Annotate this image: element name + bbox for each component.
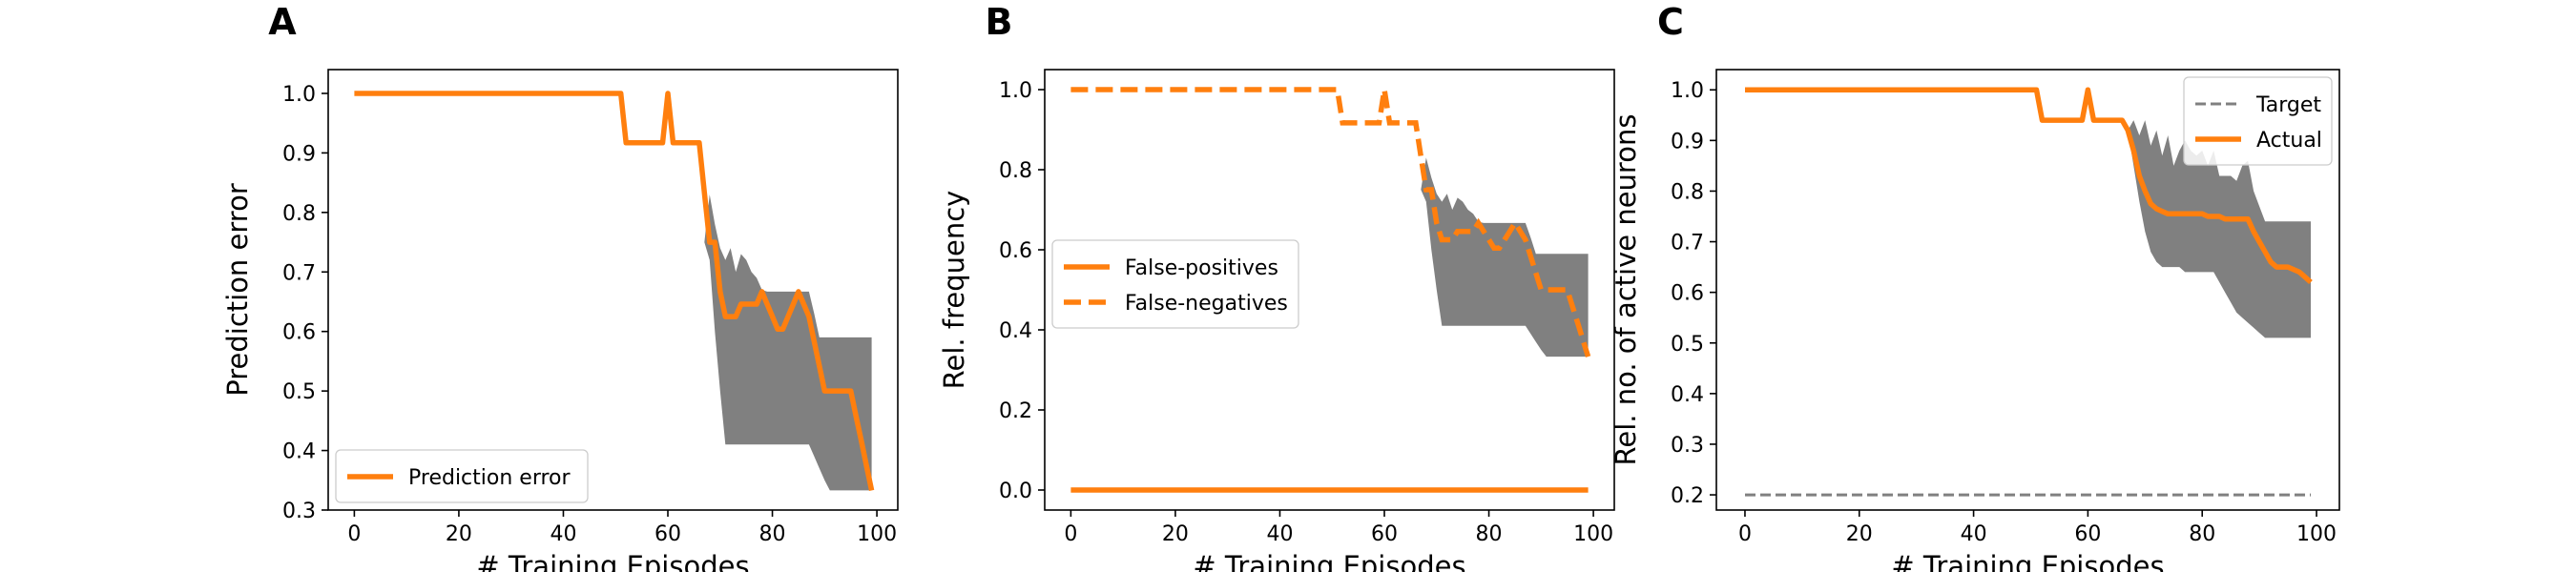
y-tick-label: 0.2 <box>999 399 1032 423</box>
legend-entry-label: Prediction error <box>408 466 571 490</box>
uncertainty-band <box>2128 120 2311 338</box>
x-tick-label: 80 <box>2189 522 2215 546</box>
series-line-prediction-error <box>354 91 875 491</box>
panel-label: A <box>268 1 297 43</box>
y-tick-label: 0.7 <box>1671 232 1704 255</box>
y-tick-label: 0.5 <box>282 380 316 404</box>
x-tick-label: 80 <box>759 522 786 546</box>
y-tick-label: 0.8 <box>1671 180 1704 204</box>
y-tick-label: 0.5 <box>1671 333 1704 357</box>
y-tick-label: 0.8 <box>999 159 1032 183</box>
y-tick-label: 0.4 <box>282 440 316 464</box>
x-tick-label: 0 <box>347 522 361 546</box>
panel-label: B <box>986 1 1013 43</box>
legend-entry-label: Actual <box>2256 129 2322 153</box>
y-axis-label: Prediction error <box>221 183 254 397</box>
y-tick-label: 0.8 <box>282 202 316 226</box>
uncertainty-band <box>1421 157 1589 358</box>
y-tick-label: 0.6 <box>999 239 1032 263</box>
y-tick-label: 0.3 <box>1671 434 1704 458</box>
y-axis-label: Rel. frequency <box>938 191 970 390</box>
x-tick-label: 20 <box>1162 522 1189 546</box>
y-tick-label: 0.4 <box>999 319 1032 343</box>
series-line-false-negatives <box>1070 87 1591 358</box>
x-axis-label: # Training Episodes <box>1193 550 1465 572</box>
chart-panel-c: C 0 20 40 60 80 100 0.2 0.3 0.4 0.5 0.6 0.7 0.8 0.9 1.0… <box>1610 1 2340 572</box>
x-tick-label: 80 <box>1476 522 1503 546</box>
y-tick-label: 0.7 <box>282 261 316 285</box>
axes-frame <box>1044 69 1615 511</box>
x-tick-label: 60 <box>654 522 681 546</box>
y-tick-label: 0.2 <box>1671 484 1704 508</box>
legend-entry-label: False-positives <box>1125 256 1278 280</box>
legend-entry-label: Target <box>2255 93 2321 117</box>
legend: Prediction error <box>335 449 589 503</box>
series-line-actual <box>1745 87 2313 285</box>
x-tick-label: 100 <box>857 522 897 546</box>
axes-frame <box>327 69 899 511</box>
x-tick-label: 20 <box>446 522 472 546</box>
legend-box <box>335 449 589 503</box>
y-axis-label: Rel. no. of active neurons <box>1610 114 1642 466</box>
x-tick-label: 0 <box>1064 522 1077 546</box>
plot-area <box>1745 87 2313 497</box>
x-tick-label: 40 <box>1266 522 1293 546</box>
chart-panel-a: A 0 20 40 60 80 100 0.3 0.4 0.5 0.6 0.7 0.8 0.9 1.0 # T… <box>221 1 899 572</box>
x-tick-label: 0 <box>1738 522 1752 546</box>
x-tick-label: 60 <box>2074 522 2101 546</box>
y-tick-label: 0.9 <box>1671 130 1704 153</box>
legend-box <box>2183 76 2333 166</box>
y-tick-label: 0.9 <box>282 142 316 166</box>
x-tick-label: 20 <box>1846 522 1873 546</box>
x-tick-label: 100 <box>1573 522 1613 546</box>
y-tick-label: 0.6 <box>282 321 316 345</box>
plot-area <box>354 91 875 491</box>
panel-label: C <box>1657 1 1684 43</box>
y-tick-label: 0.4 <box>1671 383 1704 407</box>
legend-entry-label: False-negatives <box>1125 292 1288 316</box>
x-tick-label: 40 <box>550 522 576 546</box>
y-tick-label: 0.3 <box>282 500 316 523</box>
x-tick-label: 40 <box>1961 522 1987 546</box>
y-tick-label: 1.0 <box>999 79 1032 103</box>
y-tick-label: 0.6 <box>1671 282 1704 306</box>
uncertainty-band <box>704 194 872 491</box>
legend: False-positives False-negatives <box>1051 239 1299 329</box>
y-tick-label: 1.0 <box>1671 79 1704 103</box>
axes-frame <box>1715 69 2340 511</box>
plot-area <box>1070 87 1591 493</box>
x-tick-label: 60 <box>1371 522 1398 546</box>
x-axis-label: # Training Episodes <box>476 550 749 572</box>
x-tick-label: 100 <box>2296 522 2337 546</box>
chart-panel-b: B 0 20 40 60 80 100 0.0 0.2 0.4 0.6 0.8 1.0 # Trainin… <box>938 1 1615 572</box>
legend: Target Actual <box>2183 76 2333 166</box>
legend-box <box>1051 239 1299 329</box>
y-tick-label: 0.0 <box>999 480 1032 503</box>
y-tick-label: 1.0 <box>282 83 316 107</box>
x-axis-label: # Training Episodes <box>1891 550 2164 572</box>
